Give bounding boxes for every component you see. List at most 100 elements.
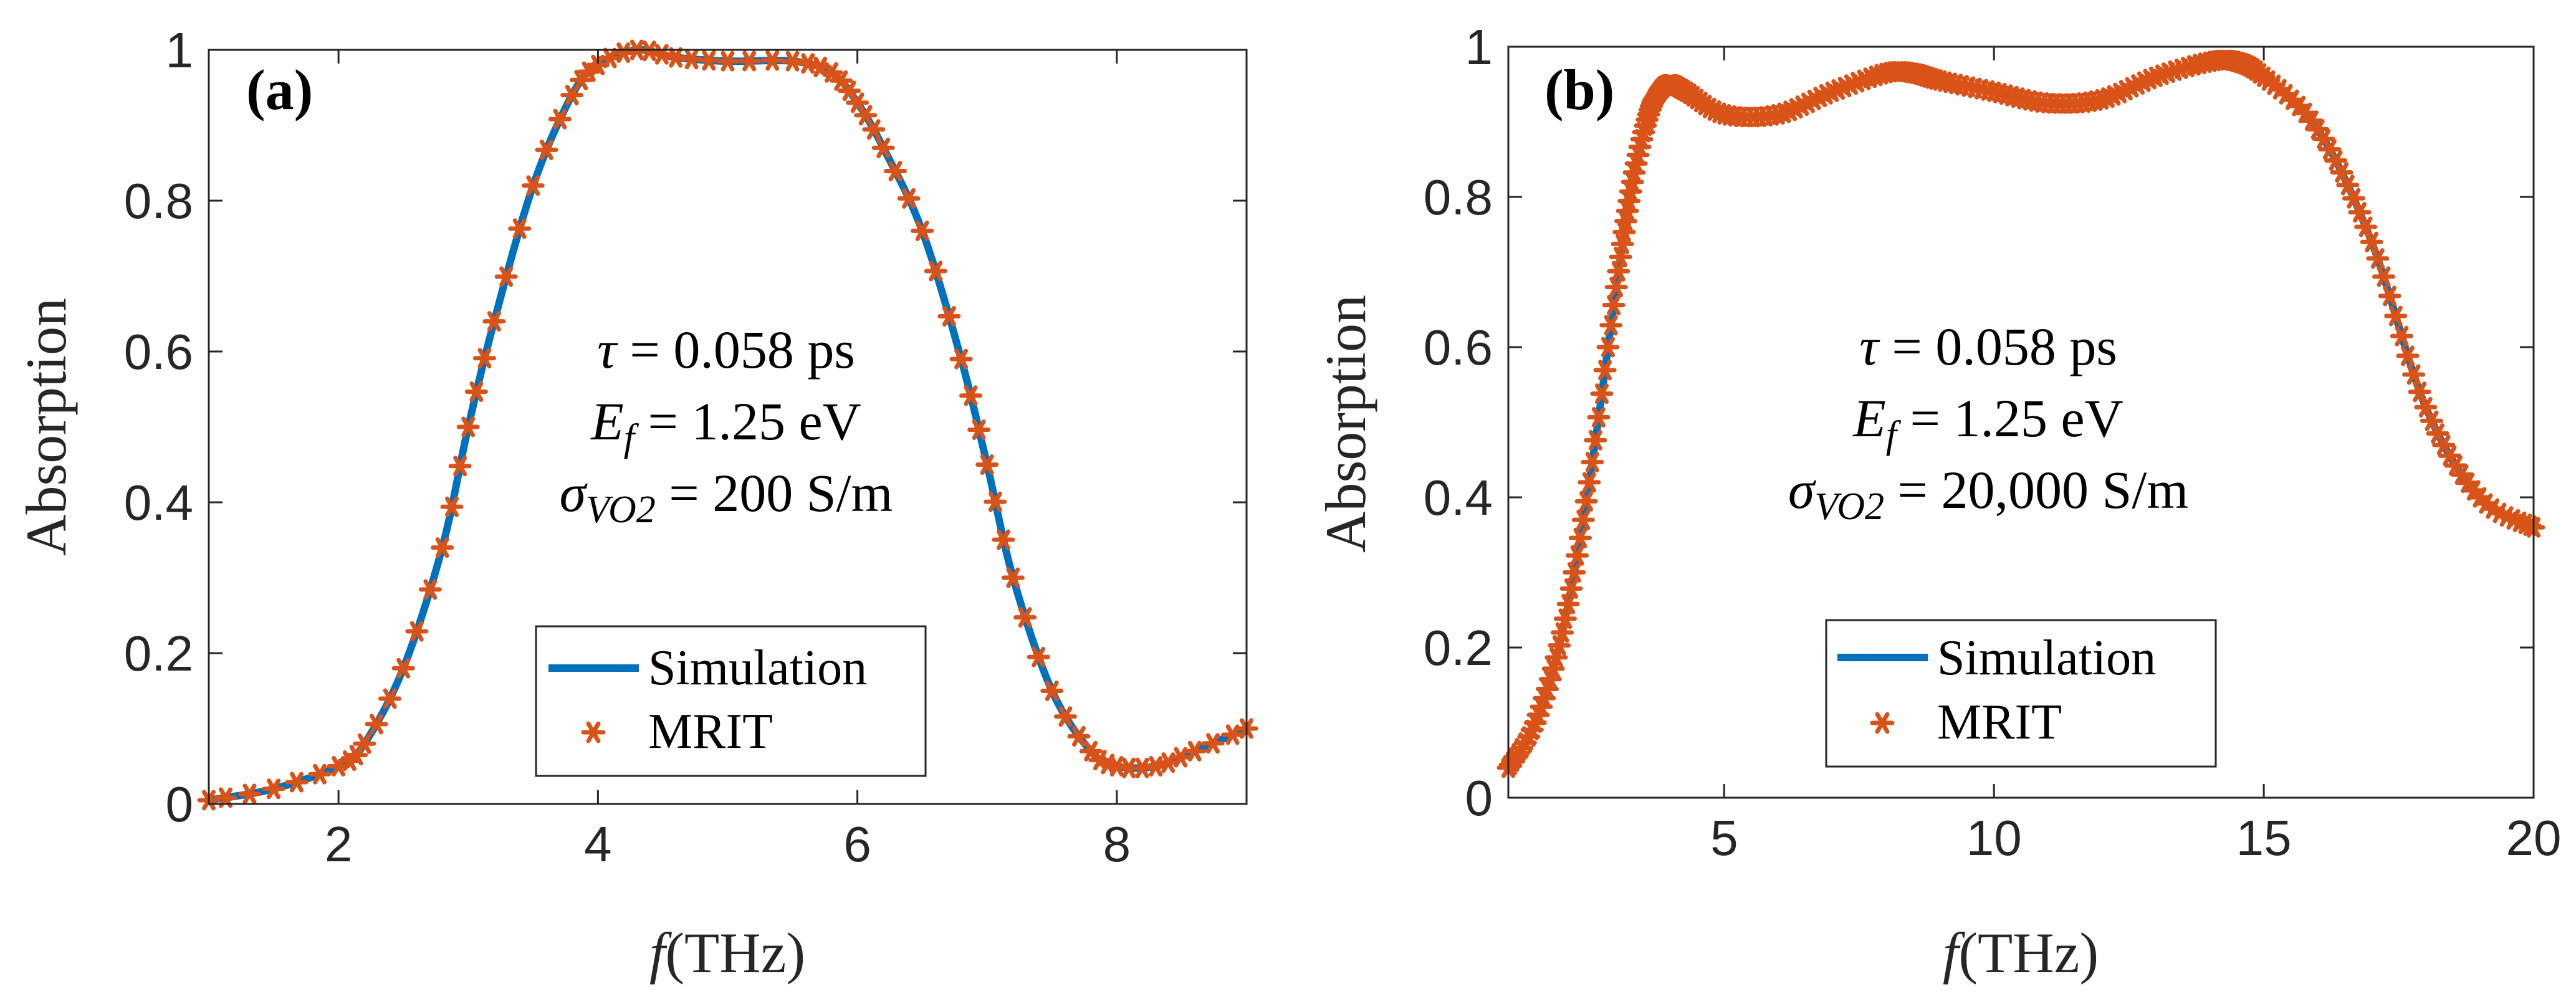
legend-mrit-marker <box>581 721 606 743</box>
mrit-marker <box>238 783 262 805</box>
mrit-marker <box>418 579 442 600</box>
mrit-marker <box>924 261 947 282</box>
mrit-marker <box>697 50 721 71</box>
x-tick-label: 10 <box>1966 810 2022 866</box>
x-tick-label: 20 <box>2506 810 2562 866</box>
y-tick-label: 0.8 <box>124 173 193 229</box>
mrit-marker <box>1568 527 1592 548</box>
y-tick-label: 0.6 <box>1424 320 1493 375</box>
x-tick-label: 5 <box>1710 810 1738 866</box>
legend-box <box>1825 619 2217 768</box>
mrit-marker <box>937 306 961 327</box>
mrit-marker <box>1183 740 1207 762</box>
mrit-marker <box>975 454 999 475</box>
mrit-marker <box>611 42 635 63</box>
sigma-symbol: σ <box>560 463 588 523</box>
mrit-marker <box>1578 472 1601 493</box>
x-tick-label: 8 <box>1103 816 1131 872</box>
sigma-subscript: VO2 <box>1814 485 1884 528</box>
mrit-marker <box>1001 567 1025 588</box>
mrit-marker <box>1538 669 1562 690</box>
mrit-marker <box>521 175 545 196</box>
panel-a-xlabel: f(THz) <box>649 921 805 985</box>
legend-mrit-label: MRIT <box>648 704 773 759</box>
panel-b-data <box>1496 49 2545 778</box>
mrit-marker <box>1602 294 1626 315</box>
mrit-marker <box>1596 337 1620 358</box>
y-tick-label: 0.4 <box>124 475 193 530</box>
mrit-marker <box>391 657 415 679</box>
ef-symbol: E <box>590 391 624 451</box>
mrit-marker <box>1559 578 1583 599</box>
mrit-marker <box>1571 509 1595 530</box>
panel-a-annotation: τ = 0.058 ps Ef = 1.25 eV σVO2 = 200 S/m <box>560 320 893 531</box>
mrit-marker <box>285 772 309 793</box>
mrit-marker <box>494 266 518 287</box>
mrit-marker <box>1013 607 1037 628</box>
mrit-marker <box>1604 277 1628 298</box>
mrit-marker <box>535 139 558 160</box>
legend-simulation-label: Simulation <box>1937 631 2156 686</box>
mrit-marker <box>760 50 784 71</box>
mrit-marker <box>862 119 886 140</box>
mrit-marker <box>737 50 761 72</box>
legend-mrit-star <box>1870 712 1895 734</box>
x-tick-label: 2 <box>325 816 353 872</box>
mrit-marker <box>353 733 376 754</box>
mrit-marker <box>1040 681 1064 701</box>
mrit-marker <box>2366 248 2390 269</box>
panel-b-label: (b) <box>1544 58 1614 122</box>
mrit-marker <box>440 496 464 517</box>
mrit-marker <box>1563 562 1586 583</box>
panel-b-legend: Simulation MRIT <box>1825 619 2217 768</box>
mrit-marker <box>781 50 805 72</box>
x-tick-label: 6 <box>843 816 871 872</box>
y-tick-label: 1 <box>166 22 194 78</box>
mrit-marker <box>871 137 895 158</box>
panel-a-data <box>197 39 1258 811</box>
sigma-value: = 20,000 S/m <box>1884 460 2188 520</box>
svg-text:σVO2 = 200 S/m: σVO2 = 200 S/m <box>560 463 893 531</box>
svg-text:Ef = 1.25 eV: Ef = 1.25 eV <box>590 391 861 459</box>
mrit-marker <box>308 763 332 785</box>
mrit-marker <box>2408 381 2431 403</box>
mrit-marker <box>1590 383 1614 404</box>
mrit-marker <box>1556 593 1580 614</box>
mrit-marker <box>984 491 1007 512</box>
mrit-marker <box>1587 406 1611 428</box>
tau-symbol: τ <box>1859 317 1880 376</box>
svg-text:Ef = 1.25 eV: Ef = 1.25 eV <box>1852 388 2124 456</box>
mrit-marker <box>1027 646 1050 667</box>
x-tick-label: 15 <box>2236 810 2292 866</box>
mrit-marker <box>2390 325 2413 347</box>
y-tick-label: 0.8 <box>1424 170 1493 225</box>
panel-b-ticks: 5 10 15 20 0 0.2 0.4 0.6 0.8 1 <box>1424 19 2562 866</box>
mrit-marker <box>1599 315 1623 336</box>
ef-value: = 1.25 eV <box>1897 388 2124 448</box>
mrit-marker <box>548 108 572 130</box>
mrit-marker <box>365 714 388 735</box>
x-tick-label: 4 <box>584 816 612 872</box>
mrit-marker <box>1201 733 1225 754</box>
mrit-marker <box>2372 266 2396 287</box>
mrit-marker <box>569 69 593 90</box>
y-tick-label: 0.2 <box>1424 620 1493 676</box>
panel-b-ylabel: Absorption <box>1314 295 1377 553</box>
y-tick-label: 1 <box>1465 19 1493 75</box>
mrit-marker <box>378 688 402 709</box>
mrit-marker <box>897 188 921 209</box>
mrit-marker <box>464 381 488 403</box>
y-tick-label: 0.6 <box>124 324 193 380</box>
tau-symbol: τ <box>597 320 618 380</box>
mrit-marker <box>2378 285 2401 307</box>
mrit-marker <box>2354 216 2378 237</box>
mrit-marker <box>992 529 1015 550</box>
mrit-marker <box>967 419 991 440</box>
panel-a-legend: Simulation MRIT <box>535 625 927 777</box>
panel-a: 2 4 6 8 0 0.2 0.4 0.6 0.8 1 (a) Absorption f(THz)… <box>14 22 1258 985</box>
mrit-marker <box>508 218 532 239</box>
tau-value: = 0.058 ps <box>616 320 855 380</box>
mrit-marker <box>1574 490 1598 512</box>
svg-text:σVO2 = 20,000 S/m: σVO2 = 20,000 S/m <box>1788 460 2188 528</box>
